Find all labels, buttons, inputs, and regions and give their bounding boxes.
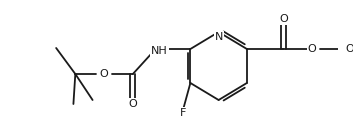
Text: O: O (128, 99, 137, 109)
Text: F: F (180, 108, 186, 118)
Text: O: O (346, 44, 353, 54)
Text: O: O (279, 14, 288, 24)
Text: O: O (308, 44, 316, 54)
Text: O: O (100, 69, 108, 79)
Text: NH: NH (151, 46, 168, 56)
Text: N: N (214, 32, 223, 42)
